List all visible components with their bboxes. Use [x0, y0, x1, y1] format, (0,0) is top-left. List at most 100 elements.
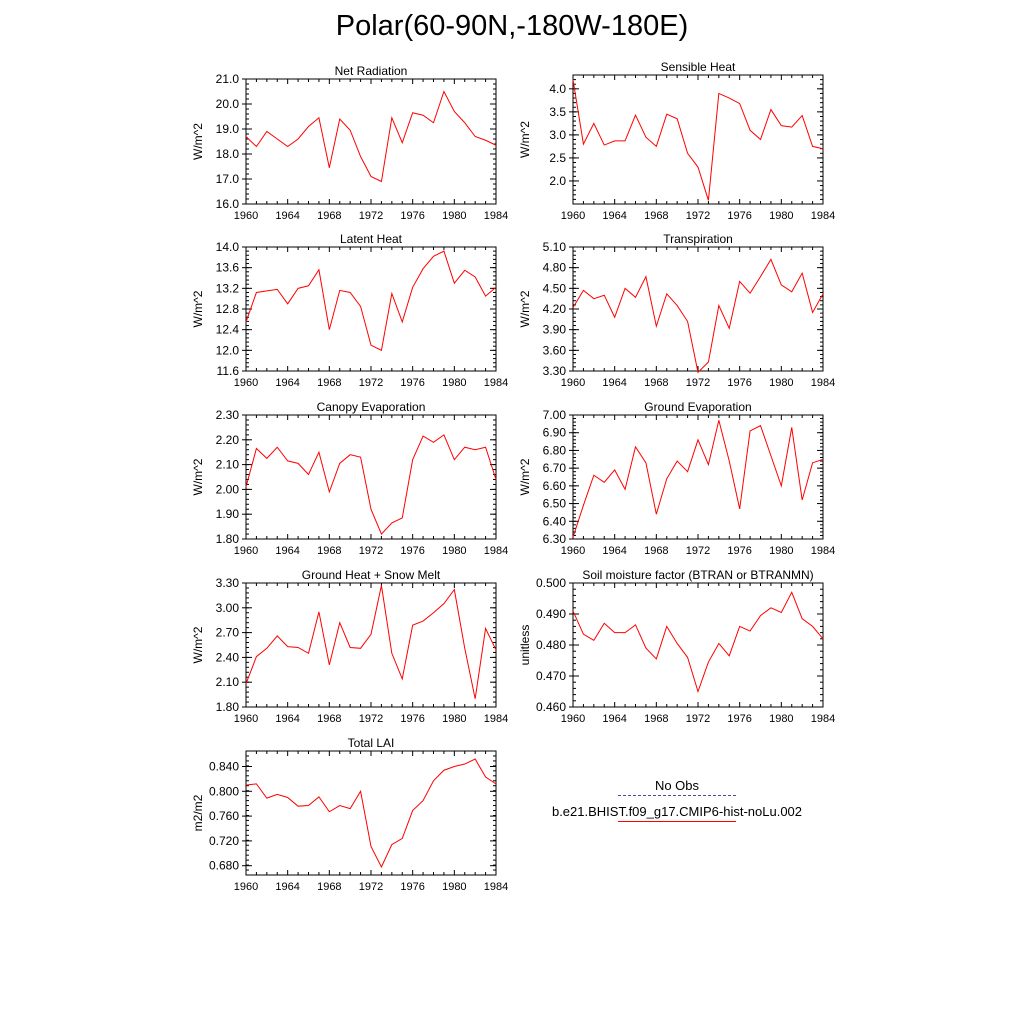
y-tick-label: 0.680	[209, 859, 239, 873]
y-axis-label: W/m^2	[518, 121, 532, 158]
x-tick-label: 1960	[561, 210, 585, 222]
y-tick-label: 3.60	[543, 343, 567, 357]
chart-title: Net Radiation	[335, 64, 408, 78]
x-tick-label: 1980	[769, 377, 793, 389]
y-tick-label: 3.90	[543, 323, 567, 337]
y-axis-label: unitless	[518, 625, 532, 666]
x-tick-label: 1964	[602, 545, 626, 557]
x-tick-label: 1968	[317, 713, 341, 725]
x-tick-label: 1960	[234, 210, 258, 222]
y-tick-label: 6.40	[543, 514, 567, 528]
y-tick-label: 21.0	[216, 72, 240, 86]
y-tick-label: 6.30	[543, 532, 567, 546]
x-tick-label: 1972	[359, 545, 383, 557]
chart-panel: Transpiration W/m^2 1960 1964 1968 1972 1976 19…	[518, 232, 835, 389]
y-tick-label: 2.40	[216, 650, 240, 664]
x-tick-label: 1968	[317, 210, 341, 222]
x-tick-label: 1976	[400, 713, 424, 725]
x-tick-label: 1980	[442, 210, 466, 222]
chart-panel: Sensible Heat W/m^2 1960 1964 1968 1972 1976 19…	[518, 60, 835, 222]
y-tick-label: 0.470	[536, 669, 566, 683]
y-axis-label: W/m^2	[191, 123, 205, 160]
legend: No Obs b.e21.BHIST.f09_g17.CMIP6-hist-no…	[520, 778, 834, 830]
y-tick-label: 1.90	[216, 507, 240, 521]
x-tick-label: 1984	[484, 545, 508, 557]
y-tick-label: 6.50	[543, 497, 567, 511]
chart-panel: Soil moisture factor (BTRAN or BTRANMN) u…	[518, 568, 835, 725]
series-line	[245, 585, 497, 699]
legend-swatch-obs	[618, 795, 736, 796]
y-tick-label: 4.0	[549, 82, 566, 96]
y-tick-label: 17.0	[216, 172, 240, 186]
y-tick-label: 2.70	[216, 626, 240, 640]
x-tick-label: 1964	[602, 210, 626, 222]
x-tick-label: 1960	[234, 377, 258, 389]
y-tick-label: 18.0	[216, 147, 240, 161]
y-tick-label: 0.490	[536, 607, 566, 621]
x-tick-label: 1984	[811, 713, 835, 725]
chart-panel: Ground Heat + Snow Melt W/m^2 1960 1964 1968…	[191, 568, 508, 725]
x-tick-label: 1968	[644, 377, 668, 389]
y-tick-label: 13.2	[216, 281, 240, 295]
legend-swatch-model	[618, 821, 736, 822]
x-tick-label: 1960	[234, 881, 258, 893]
y-tick-label: 0.800	[209, 784, 239, 798]
y-tick-label: 7.00	[543, 408, 567, 422]
x-tick-label: 1972	[686, 545, 710, 557]
x-tick-label: 1968	[644, 210, 668, 222]
x-tick-label: 1980	[442, 713, 466, 725]
x-tick-label: 1980	[442, 545, 466, 557]
x-tick-label: 1976	[727, 545, 751, 557]
series-line	[572, 79, 824, 201]
y-tick-label: 2.0	[549, 174, 566, 188]
x-tick-label: 1968	[644, 545, 668, 557]
x-tick-label: 1964	[275, 881, 299, 893]
x-tick-label: 1968	[317, 881, 341, 893]
series-line	[572, 258, 824, 374]
x-tick-label: 1968	[317, 377, 341, 389]
y-axis-label: W/m^2	[191, 626, 205, 663]
y-tick-label: 16.0	[216, 197, 240, 211]
x-tick-label: 1972	[359, 713, 383, 725]
y-tick-label: 4.20	[543, 302, 567, 316]
y-tick-label: 3.00	[216, 601, 240, 615]
x-tick-label: 1980	[769, 545, 793, 557]
x-tick-label: 1984	[811, 210, 835, 222]
chart-title: Canopy Evaporation	[317, 400, 426, 414]
y-tick-label: 14.0	[216, 240, 240, 254]
plot-frame	[245, 750, 497, 876]
x-tick-label: 1964	[275, 377, 299, 389]
y-tick-label: 2.20	[216, 433, 240, 447]
chart-title: Latent Heat	[340, 232, 403, 246]
series-line	[245, 434, 497, 535]
y-tick-label: 3.30	[543, 364, 567, 378]
y-tick-label: 1.80	[216, 700, 240, 714]
y-tick-label: 2.5	[549, 151, 566, 165]
x-tick-label: 1960	[234, 713, 258, 725]
x-tick-label: 1976	[727, 713, 751, 725]
plot-frame	[245, 414, 497, 540]
x-tick-label: 1964	[275, 210, 299, 222]
y-tick-label: 19.0	[216, 122, 240, 136]
y-axis-label: W/m^2	[518, 458, 532, 495]
x-tick-label: 1972	[359, 210, 383, 222]
chart-title: Sensible Heat	[661, 60, 736, 74]
chart-title: Total LAI	[348, 736, 395, 750]
x-tick-label: 1964	[275, 713, 299, 725]
chart-title: Transpiration	[663, 232, 733, 246]
y-tick-label: 2.30	[216, 408, 240, 422]
series-line	[572, 591, 824, 694]
x-tick-label: 1964	[602, 377, 626, 389]
series-line	[245, 758, 497, 869]
y-tick-label: 20.0	[216, 97, 240, 111]
y-tick-label: 2.10	[216, 458, 240, 472]
chart-panel: Ground Evaporation W/m^2 1960 1964 1968 1972 1…	[518, 400, 835, 557]
x-tick-label: 1972	[686, 713, 710, 725]
x-tick-label: 1972	[686, 377, 710, 389]
x-tick-label: 1960	[561, 377, 585, 389]
x-tick-label: 1960	[561, 713, 585, 725]
x-tick-label: 1984	[484, 881, 508, 893]
chart-panel: Latent Heat W/m^2 1960 1964 1968 1972 1976 1980…	[191, 232, 508, 389]
legend-label-obs: No Obs	[654, 778, 700, 793]
y-tick-label: 2.10	[216, 675, 240, 689]
